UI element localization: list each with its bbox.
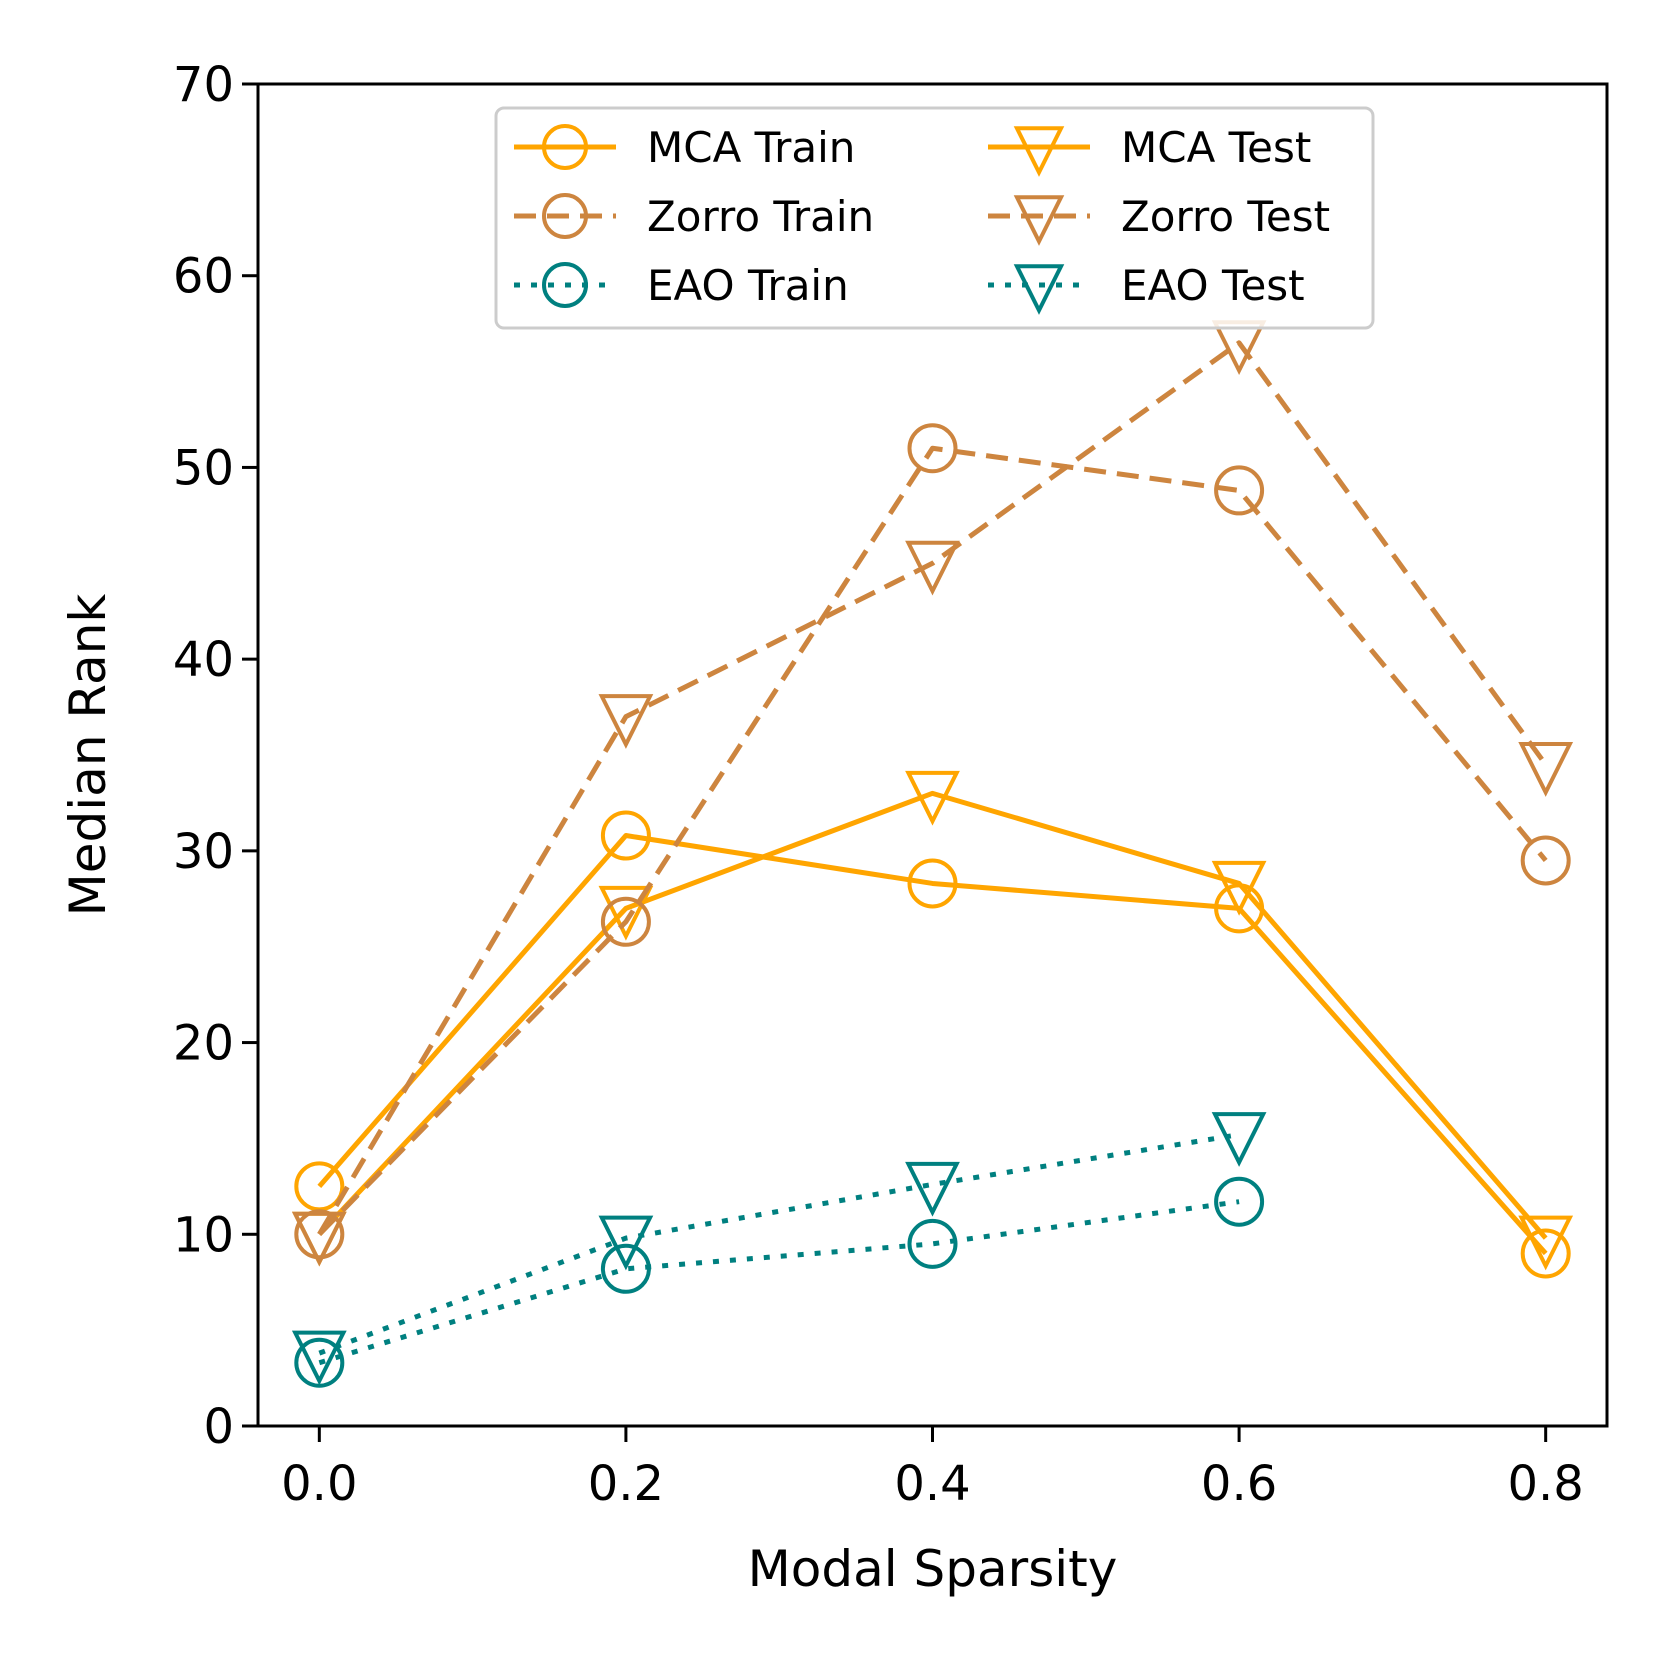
y-tick-label: 10 [173, 1207, 234, 1263]
data-point-zorro-train [907, 423, 958, 474]
series-line-eao-train [318, 1199, 1240, 1366]
data-point-eao-train [907, 1218, 958, 1269]
legend-entry-eao-test: EAO Test [988, 261, 1305, 315]
legend-marker [1013, 195, 1065, 246]
data-point-zorro-test [291, 1211, 347, 1267]
x-tick-label: 0.0 [281, 1456, 357, 1512]
data-point-eao-test [598, 1215, 654, 1271]
x-tick-label: 0.4 [894, 1456, 970, 1512]
data-point-mca-train [1520, 1228, 1571, 1279]
plot-area [291, 320, 1574, 1388]
series-line-zorro-train [317, 445, 1548, 1237]
series-mca-test [291, 770, 1574, 1271]
legend: MCA Train MCA Test Zorro Train Zorro Test EA… [494, 106, 1375, 330]
legend-label: MCA Test [1121, 123, 1311, 172]
legend-marker [1013, 264, 1065, 315]
legend-label: EAO Test [1121, 261, 1305, 310]
x-tick-label: 0.6 [1201, 1456, 1277, 1512]
y-tick-label: 30 [173, 824, 234, 880]
y-tick-label: 60 [173, 249, 234, 305]
legend-label: Zorro Train [647, 192, 874, 241]
data-point-mca-test [598, 885, 654, 941]
y-axis-label: Median Rank [59, 594, 117, 917]
data-point-eao-test [291, 1330, 347, 1386]
y-tick-label: 40 [173, 632, 234, 688]
legend-entry-zorro-train: Zorro Train [514, 192, 874, 241]
data-point-eao-test [1211, 1112, 1267, 1167]
legend-label: EAO Train [647, 261, 849, 310]
data-point-mca-test [1518, 1215, 1574, 1271]
legend-label: Zorro Test [1121, 192, 1330, 241]
series-zorro-test [291, 320, 1574, 1267]
y-tick-label: 50 [173, 440, 234, 496]
y-tick-label: 70 [173, 57, 234, 113]
axes: 0 10 20 30 40 50 60 70 0.0 0.2 0.4 0.6 0.8 Modal Spar… [59, 57, 1609, 1598]
series-line-mca-test [317, 790, 1548, 1240]
legend-marker [1013, 126, 1065, 177]
legend-entry-eao-train: EAO Train [514, 261, 849, 310]
data-point-zorro-test [598, 694, 654, 749]
series-line-mca-train [317, 833, 1548, 1256]
data-point-mca-test [1211, 860, 1267, 916]
series-eao-train [294, 1176, 1265, 1388]
legend-entry-zorro-test: Zorro Test [988, 192, 1330, 246]
legend-marker [542, 193, 588, 239]
data-point-eao-train [294, 1337, 345, 1388]
legend-label: MCA Train [647, 123, 855, 172]
legend-box [494, 106, 1375, 330]
data-point-zorro-test [905, 540, 960, 596]
data-point-zorro-train [600, 896, 651, 947]
series-zorro-train [294, 423, 1571, 1260]
data-point-eao-train [600, 1243, 651, 1294]
x-axis-label: Modal Sparsity [748, 1540, 1118, 1598]
legend-marker [542, 124, 588, 170]
legend-entry-mca-test: MCA Test [988, 123, 1311, 177]
data-point-zorro-train [1214, 465, 1265, 516]
series-eao-test [291, 1112, 1267, 1386]
data-point-zorro-train [1520, 835, 1571, 886]
legend-entry-mca-train: MCA Train [514, 123, 855, 172]
y-tick-label: 0 [203, 1399, 234, 1455]
data-point-eao-train [1214, 1176, 1265, 1227]
data-point-mca-train [600, 810, 651, 861]
x-tick-label: 0.8 [1508, 1456, 1584, 1512]
x-tick-label: 0.2 [588, 1456, 664, 1512]
legend-marker [542, 262, 588, 308]
data-point-mca-test [905, 770, 960, 826]
data-point-zorro-train [294, 1209, 345, 1260]
data-point-eao-test [905, 1161, 960, 1217]
data-point-zorro-test [1518, 742, 1574, 797]
data-point-mca-train [907, 858, 958, 909]
series-line-zorro-test [317, 340, 1548, 1236]
series-line-eao-test [318, 1132, 1240, 1356]
y-tick-label: 20 [173, 1016, 234, 1072]
